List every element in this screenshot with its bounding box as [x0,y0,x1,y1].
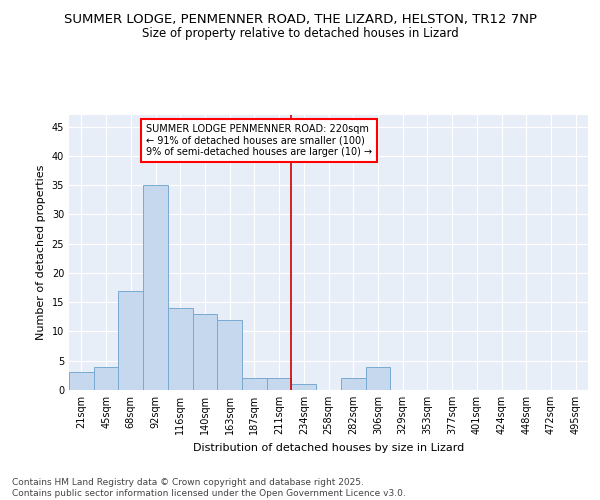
X-axis label: Distribution of detached houses by size in Lizard: Distribution of detached houses by size … [193,442,464,452]
Bar [292,384,316,390]
Bar [118,290,143,390]
Text: Contains HM Land Registry data © Crown copyright and database right 2025.
Contai: Contains HM Land Registry data © Crown c… [12,478,406,498]
Text: SUMMER LODGE PENMENNER ROAD: 220sqm
← 91% of detached houses are smaller (100)
9: SUMMER LODGE PENMENNER ROAD: 220sqm ← 91… [146,124,372,157]
Bar [242,378,267,390]
Bar [193,314,217,390]
Bar [143,185,168,390]
Bar [168,308,193,390]
Bar [267,378,292,390]
Bar [365,366,390,390]
Bar [69,372,94,390]
Text: SUMMER LODGE, PENMENNER ROAD, THE LIZARD, HELSTON, TR12 7NP: SUMMER LODGE, PENMENNER ROAD, THE LIZARD… [64,12,536,26]
Bar [94,366,118,390]
Bar [217,320,242,390]
Y-axis label: Number of detached properties: Number of detached properties [36,165,46,340]
Bar [341,378,365,390]
Text: Size of property relative to detached houses in Lizard: Size of property relative to detached ho… [142,28,458,40]
